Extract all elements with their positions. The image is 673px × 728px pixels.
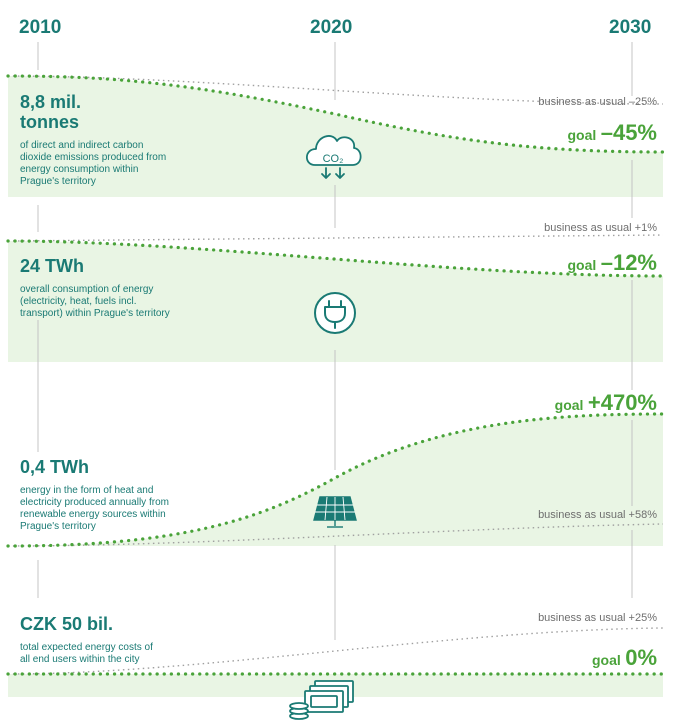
consumption-block: 24 TWh overall consumption of energy (el…: [20, 256, 170, 320]
desc-line: dioxide emissions produced from: [20, 152, 167, 163]
goal-label-costs: goal 0%: [592, 645, 657, 671]
goal-value: –12%: [600, 250, 657, 275]
power-plug-icon: [314, 292, 356, 334]
emissions-description: of direct and indirect carbon dioxide em…: [20, 140, 166, 188]
desc-line: overall consumption of energy: [20, 284, 154, 295]
renewables-block: 0,4 TWh energy in the form of heat and e…: [20, 457, 169, 533]
costs-block: CZK 50 bil. total expected energy costs …: [20, 614, 153, 666]
year-lines: [37, 42, 633, 640]
band-emissions: [8, 76, 663, 197]
renewables-value: 0,4 TWh: [20, 457, 90, 477]
goal-label-emissions: goal –45%: [567, 120, 657, 146]
emissions-value: 8,8 mil.: [20, 92, 82, 112]
desc-line: of direct and indirect carbon: [20, 140, 144, 151]
goal-value: 0%: [625, 645, 657, 670]
bau-label-costs: business as usual +25%: [538, 612, 657, 624]
emissions-block: 8,8 mil. tonnes of direct and indirect c…: [20, 92, 166, 188]
goal-value: –45%: [600, 120, 657, 145]
goal-word: goal: [591, 652, 621, 668]
desc-line: electricity produced annually from: [20, 497, 169, 508]
renewables-description: energy in the form of heat and electrici…: [20, 485, 169, 533]
solar-panel-icon: [313, 496, 357, 528]
desc-line: energy in the form of heat and: [20, 485, 154, 496]
desc-line: all end users within the city: [20, 654, 140, 665]
goal-line-renewables: [6, 412, 665, 548]
bau-line-consumption: [7, 234, 664, 242]
goal-line-consumption: [6, 239, 665, 278]
goal-word: goal: [554, 397, 584, 413]
goal-line-emissions: [6, 74, 665, 154]
desc-line: Prague's territory: [20, 521, 96, 532]
svg-text:CO₂: CO₂: [323, 153, 344, 165]
consumption-value: 24 TWh: [20, 256, 85, 276]
money-stack-icon: [289, 680, 354, 720]
band-renewables: [8, 414, 663, 546]
emissions-unit: tonnes: [20, 112, 80, 132]
year-2010: 2010: [19, 17, 62, 38]
goal-word: goal: [567, 127, 597, 143]
co2-cloud-icon: CO₂: [305, 135, 362, 179]
goal-value: +470%: [587, 390, 657, 415]
bau-label-emissions: business as usual –25%: [538, 96, 657, 108]
bau-label-consumption: business as usual +1%: [544, 222, 657, 234]
consumption-description: overall consumption of energy (electrici…: [20, 284, 170, 320]
desc-line: Prague's territory: [20, 176, 96, 187]
year-2030: 2030: [609, 17, 652, 38]
desc-line: transport) within Prague's territory: [20, 308, 170, 319]
year-2020: 2020: [310, 17, 353, 38]
bau-label-renewables: business as usual +58%: [538, 509, 657, 521]
desc-line: energy consumption within: [20, 164, 139, 175]
bands: [8, 76, 663, 697]
costs-value: CZK 50 bil.: [20, 614, 114, 634]
costs-description: total expected energy costs of all end u…: [20, 642, 153, 666]
goal-label-renewables: goal +470%: [555, 390, 657, 416]
goal-label-consumption: goal –12%: [567, 250, 657, 276]
bau-line-costs: [7, 627, 664, 675]
desc-line: total expected energy costs of: [20, 642, 153, 653]
desc-line: renewable energy sources within: [20, 509, 166, 520]
goal-word: goal: [567, 257, 597, 273]
desc-line: (electricity, heat, fuels incl.: [20, 296, 137, 307]
